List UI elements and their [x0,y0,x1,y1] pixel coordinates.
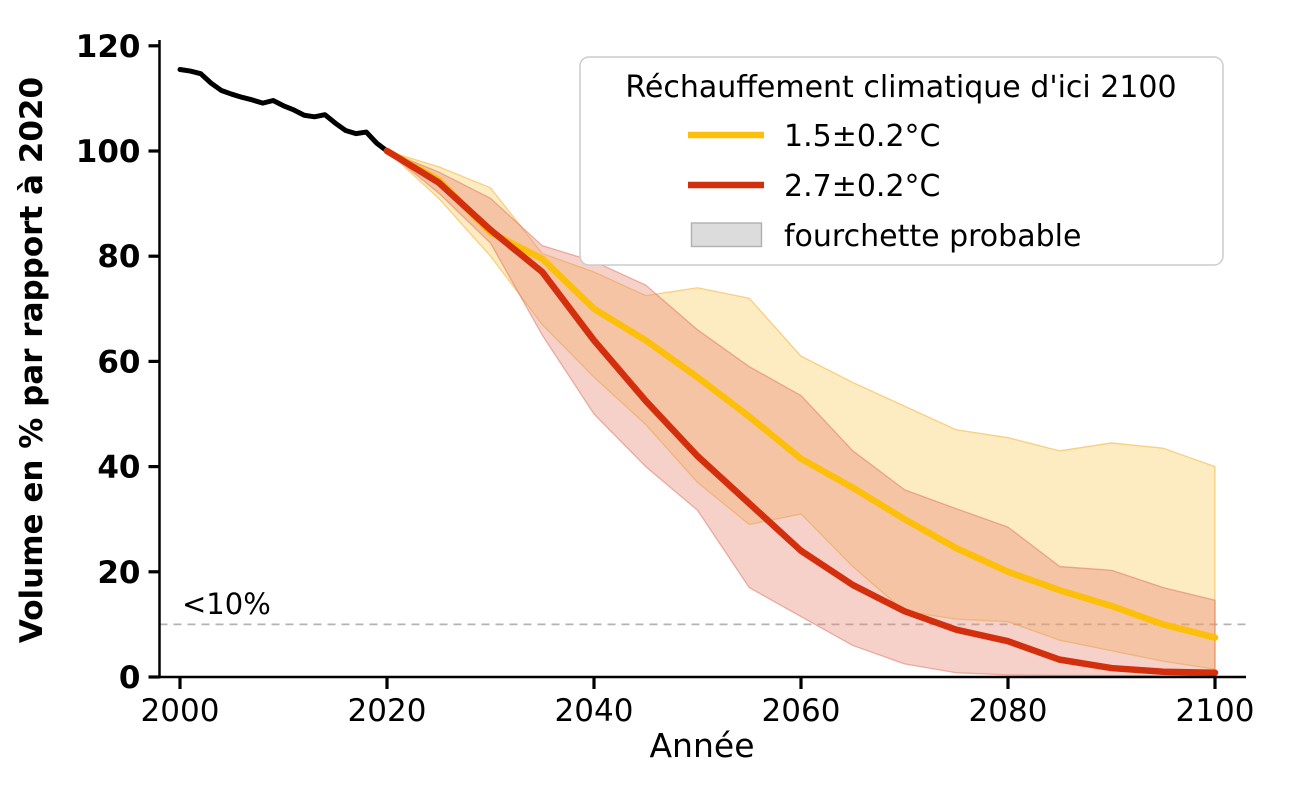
legend-box [579,56,1224,266]
x-tick-label: 2060 [762,693,841,729]
y-tick-label: 100 [76,134,141,170]
x-tick-label: 2000 [141,693,220,729]
legend: Réchauffement climatique d'ici 2100 1.5±… [579,56,1224,266]
x-tick-label: 2040 [555,693,634,729]
y-tick-label: 20 [97,555,140,591]
legend-label-2p7: 2.7±0.2°C [784,169,941,204]
line-historique-2000-2020 [177,66,390,154]
x-axis-title: Année [649,726,754,765]
threshold-label: <10% [182,587,271,621]
line-2-7-0-2-c [383,147,1219,677]
legend-item-2p7: 2.7±0.2°C [688,169,941,204]
line-1-5-0-2-c [383,147,1219,641]
y-tick-label: 120 [76,29,141,65]
legend-title: Réchauffement climatique d'ici 2100 [625,70,1176,105]
y-tick-label: 80 [97,239,140,275]
uncertainty-bands [386,150,1216,677]
data-lines [177,66,1219,677]
y-tick-label: 60 [97,344,140,380]
x-tick-label: 2020 [348,693,427,729]
legend-item-1p5: 1.5±0.2°C [688,119,941,154]
x-tick-label: 2100 [1176,693,1255,729]
legend-swatch-band-patch [690,222,763,248]
y-tick-label: 40 [97,450,140,486]
legend-item-band: fourchette probable [690,219,1081,254]
legend-label-1p5: 1.5±0.2°C [784,119,941,154]
band-1-5-0-2-c [386,150,1216,670]
y-axis-title: Volume en % par rapport à 2020 [14,77,50,643]
legend-label-band: fourchette probable [784,219,1081,254]
x-tick-label: 2080 [969,693,1048,729]
y-tick-label: 0 [119,660,141,696]
